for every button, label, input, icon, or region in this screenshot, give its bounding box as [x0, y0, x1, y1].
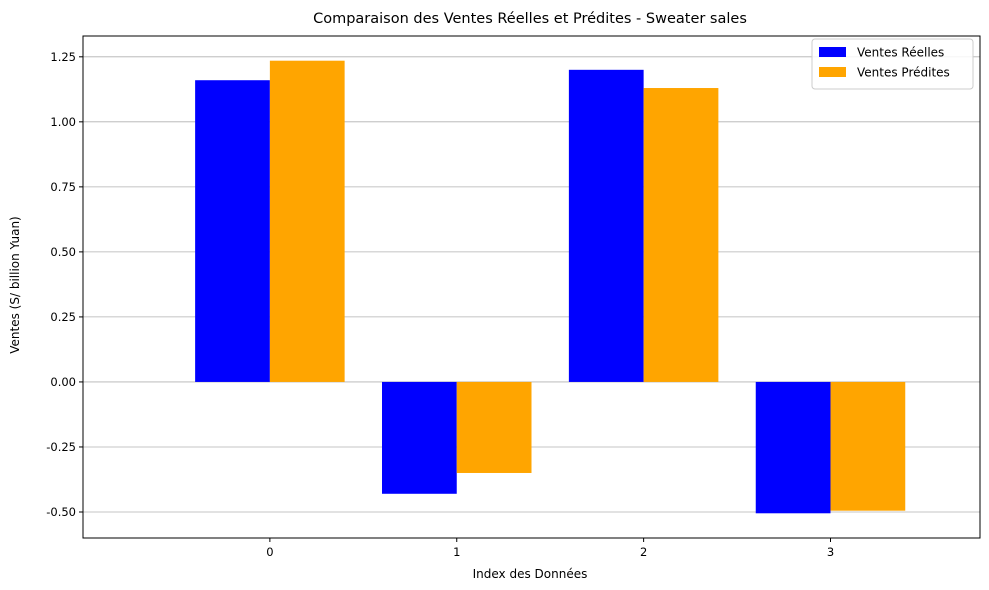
- chart-title: Comparaison des Ventes Réelles et Prédit…: [313, 11, 747, 27]
- bars: [195, 60, 906, 514]
- legend: Ventes Réelles Ventes Prédites: [811, 38, 974, 90]
- bar-actual-3: [755, 381, 831, 514]
- x-tick-label: 1: [453, 545, 460, 559]
- legend-label-predicted: Ventes Prédites: [857, 66, 950, 80]
- bar-predicted-0: [269, 60, 345, 382]
- y-tick-label: 0.50: [50, 245, 76, 259]
- legend-label-actual: Ventes Réelles: [857, 46, 944, 60]
- x-tick-label: 3: [827, 545, 834, 559]
- x-axis-label: Index des Données: [473, 567, 588, 581]
- y-tick-label: -0.50: [46, 505, 76, 519]
- y-tick-label: 0.75: [50, 180, 76, 194]
- y-axis-ticks: 1.25 1.00 0.75 0.50 0.25 0.00 -0.25 -0.50: [46, 50, 83, 519]
- bar-predicted-2: [643, 88, 719, 382]
- bar-actual-1: [382, 381, 457, 494]
- y-tick-label: 1.00: [50, 115, 76, 129]
- bar-predicted-1: [456, 381, 532, 473]
- legend-swatch-actual: [819, 47, 846, 57]
- x-tick-label: 2: [640, 545, 647, 559]
- legend-box: [811, 38, 974, 90]
- y-tick-label: 1.25: [50, 50, 76, 64]
- bar-actual-0: [195, 80, 270, 382]
- y-tick-label: -0.25: [46, 440, 76, 454]
- bar-actual-2: [568, 69, 644, 382]
- y-axis-label: Ventes (S/ billion Yuan): [8, 216, 22, 354]
- legend-swatch-predicted: [819, 67, 846, 77]
- plot-area-frame: [82, 35, 981, 539]
- x-axis-ticks: 0 1 2 3: [266, 538, 834, 559]
- y-tick-label: 0.25: [50, 310, 76, 324]
- x-tick-label: 0: [266, 545, 273, 559]
- bar-predicted-3: [830, 381, 906, 511]
- y-tick-label: 0.00: [50, 375, 76, 389]
